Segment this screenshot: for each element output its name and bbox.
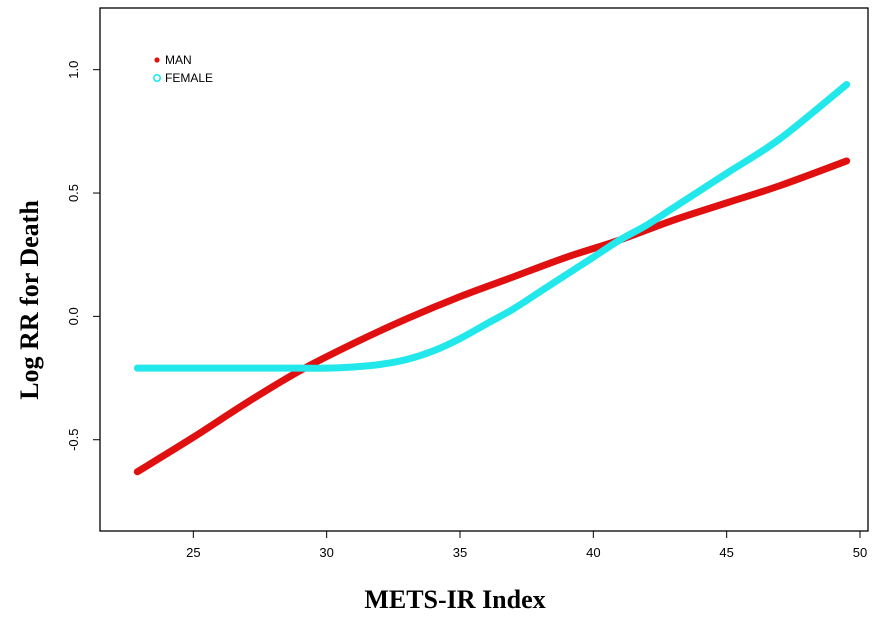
legend-marker-man bbox=[154, 57, 160, 63]
y-tick-label: -0.5 bbox=[66, 429, 81, 451]
y-axis-title: Log RR for Death bbox=[15, 200, 44, 400]
legend-label-man: MAN bbox=[165, 53, 192, 67]
y-tick-label: 0.5 bbox=[66, 184, 81, 202]
x-tick-label: 40 bbox=[586, 545, 600, 560]
series-line-man bbox=[133, 157, 851, 476]
y-tick-label: 1.0 bbox=[66, 61, 81, 79]
legend-label-female: FEMALE bbox=[165, 71, 213, 85]
legend: MAN FEMALE bbox=[153, 53, 213, 85]
y-axis: -0.5 0.0 0.5 1.0 bbox=[66, 61, 100, 451]
series-layer bbox=[133, 80, 851, 476]
x-axis: 25 30 35 40 45 50 bbox=[186, 531, 867, 560]
legend-marker-female bbox=[153, 74, 162, 83]
plot-frame bbox=[99, 7, 869, 532]
x-tick-label: 25 bbox=[186, 545, 200, 560]
series-line-female bbox=[133, 80, 851, 372]
x-axis-title: METS-IR Index bbox=[364, 585, 545, 614]
x-tick-label: 30 bbox=[319, 545, 333, 560]
x-tick-label: 35 bbox=[453, 545, 467, 560]
x-tick-label: 50 bbox=[853, 545, 867, 560]
y-tick-label: 0.0 bbox=[66, 307, 81, 325]
x-tick-label: 45 bbox=[719, 545, 733, 560]
